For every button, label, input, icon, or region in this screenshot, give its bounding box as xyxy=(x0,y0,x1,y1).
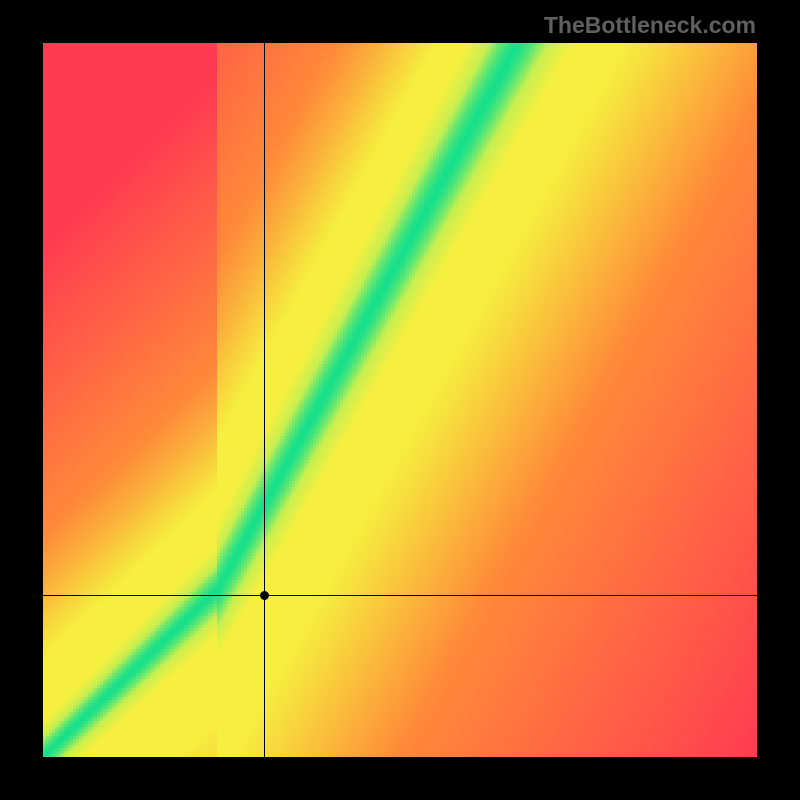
watermark-text: TheBottleneck.com xyxy=(544,12,756,39)
plot-area xyxy=(43,43,757,757)
heatmap-canvas xyxy=(43,43,757,757)
crosshair-marker xyxy=(260,591,269,600)
crosshair-vertical xyxy=(264,43,265,757)
crosshair-horizontal xyxy=(43,595,757,596)
